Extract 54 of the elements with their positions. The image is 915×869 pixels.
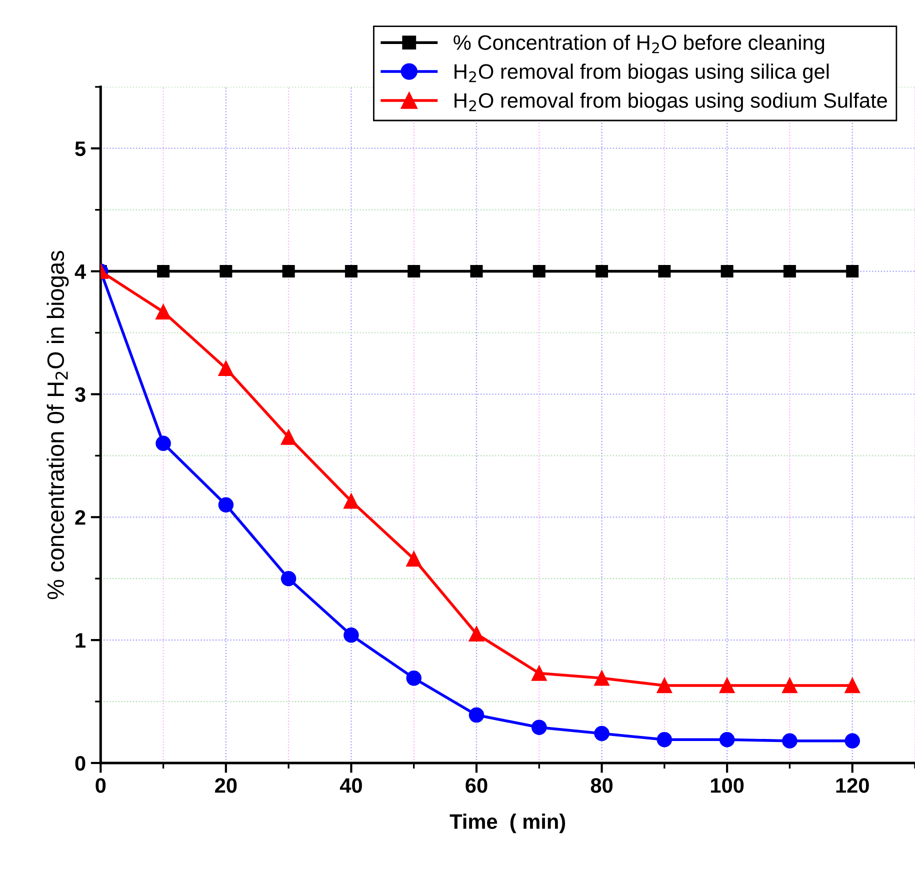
- point: [532, 720, 547, 735]
- point: [156, 304, 171, 320]
- point: [844, 733, 860, 748]
- point: [658, 265, 671, 278]
- point: [532, 666, 547, 681]
- point: [782, 678, 798, 694]
- x-tick-label: 100: [711, 778, 744, 793]
- x-axis-title: Time ( min): [450, 814, 566, 834]
- y-tick-label: 1: [76, 633, 86, 648]
- point: [719, 678, 735, 694]
- point: [782, 733, 798, 748]
- point: [656, 732, 672, 748]
- point: [344, 628, 359, 643]
- point: [280, 430, 296, 445]
- y-tick-label: 4: [74, 264, 86, 279]
- y-tick-label: 5: [75, 142, 86, 156]
- point: [406, 670, 422, 686]
- legend-label: H$_{2}$O removal from biogas using sodium Sulfate: [454, 92, 887, 112]
- point: [344, 265, 358, 278]
- legend-label: % Concentration of H$_{2}$O before cleaning: [454, 34, 824, 54]
- point: [719, 732, 735, 748]
- point: [218, 497, 234, 512]
- x-tick-label: 120: [836, 778, 869, 793]
- point: [468, 626, 484, 642]
- point: [532, 265, 546, 278]
- point: [157, 265, 170, 278]
- point: [468, 707, 484, 723]
- point: [596, 265, 608, 278]
- point: [220, 265, 232, 278]
- x-tick-label: 80: [590, 778, 613, 793]
- y-tick-label: 3: [74, 387, 86, 402]
- y-axis-title: % concentration 0f H$_{2}$O in biogas: [46, 250, 69, 600]
- point: [470, 265, 483, 278]
- point: [344, 494, 359, 509]
- point: [282, 265, 295, 278]
- x-tick-label: 40: [340, 778, 362, 793]
- point: [594, 670, 610, 686]
- point: [846, 265, 859, 278]
- point: [408, 265, 420, 278]
- point: [656, 678, 672, 694]
- point: [218, 360, 234, 376]
- y-tick-label: 0: [75, 756, 86, 771]
- point: [783, 265, 796, 278]
- x-tick-label: 60: [466, 778, 488, 793]
- y-tick-label: 2: [75, 510, 86, 525]
- legend-label: H$_{2}$O removal from biogas using silica gel: [454, 64, 829, 84]
- point: [406, 551, 422, 567]
- point: [720, 265, 734, 278]
- point: [844, 678, 860, 694]
- x-tick-label: 0: [96, 778, 106, 793]
- point: [280, 570, 296, 586]
- point: [156, 436, 171, 452]
- x-tick-label: 20: [215, 778, 237, 793]
- point: [594, 726, 610, 742]
